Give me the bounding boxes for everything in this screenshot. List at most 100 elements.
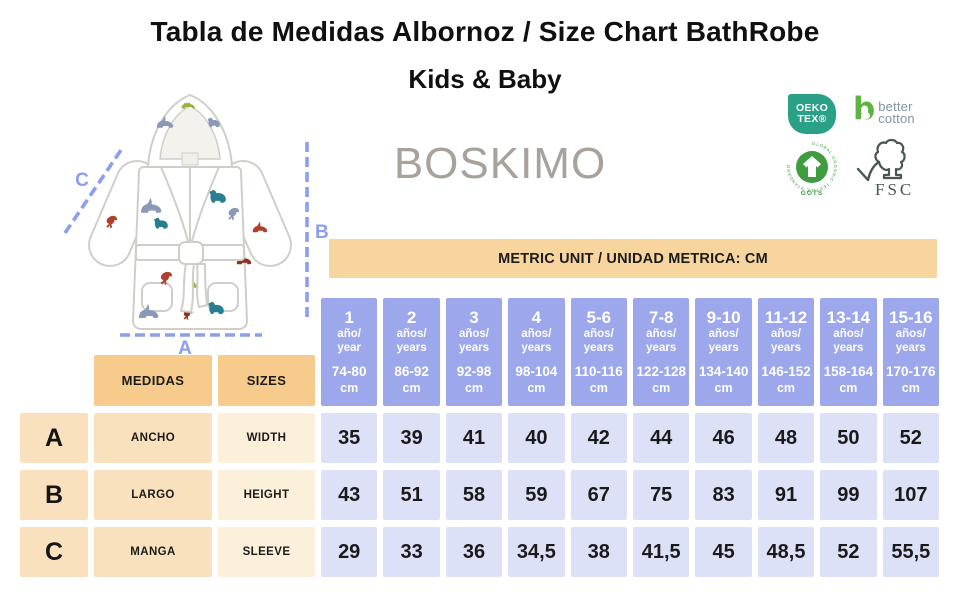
row-letter: C bbox=[20, 527, 88, 577]
size-range: 134-140 bbox=[698, 364, 749, 379]
size-range: 74-80 bbox=[331, 364, 367, 379]
value-cell: 52 bbox=[820, 527, 877, 577]
value-cell: 35 bbox=[321, 413, 378, 463]
row-letter: B bbox=[20, 470, 88, 520]
value-cell: 41 bbox=[445, 413, 503, 463]
page-title: Tabla de Medidas Albornoz / Size Chart B… bbox=[150, 16, 820, 47]
size-age: 13-14 bbox=[826, 308, 871, 327]
value-cell: 39 bbox=[383, 413, 440, 463]
size-unit-es: años/ bbox=[708, 328, 739, 340]
fsc-check-icon bbox=[856, 160, 881, 182]
row-letter: A bbox=[20, 413, 88, 463]
size-column-header: 7-8 años/years 122-128 cm bbox=[633, 298, 690, 406]
size-range: 122-128 bbox=[636, 364, 686, 379]
table-corner-spacer bbox=[20, 298, 88, 406]
size-age: 7-8 bbox=[648, 308, 674, 327]
value-cell: 43 bbox=[321, 470, 378, 520]
better-cotton-line2: cotton bbox=[878, 111, 915, 126]
page-subtitle: Kids & Baby bbox=[408, 64, 562, 94]
size-cm: cm bbox=[652, 381, 671, 395]
size-range: 158-164 bbox=[823, 364, 874, 379]
value-cell: 75 bbox=[633, 470, 690, 520]
fsc-tree-icon bbox=[874, 138, 906, 180]
size-cm: cm bbox=[527, 381, 546, 395]
value-cell: 67 bbox=[570, 470, 627, 520]
size-column-header: 4 años/years 98-104 cm bbox=[508, 298, 565, 406]
oeko-tex-logo: OEKO TEX® bbox=[788, 94, 836, 134]
gots-shirt-icon bbox=[803, 156, 821, 177]
bathrobe-svg: A B C bbox=[63, 94, 329, 359]
value-cell: 91 bbox=[757, 470, 815, 520]
size-age: 2 bbox=[406, 308, 417, 327]
size-range: 146-152 bbox=[761, 364, 811, 379]
size-unit-es: año/ bbox=[337, 328, 362, 340]
size-unit-en: years bbox=[521, 342, 552, 354]
size-range: 86-92 bbox=[394, 364, 429, 379]
size-unit-en: years bbox=[895, 342, 926, 354]
pocket-left bbox=[141, 282, 173, 312]
value-cell: 50 bbox=[820, 413, 877, 463]
label-b: B bbox=[315, 222, 329, 243]
oeko-tex-line1: OEKO bbox=[795, 102, 829, 114]
value-cell: 55,5 bbox=[882, 527, 939, 577]
better-cotton-b-icon: b bbox=[853, 91, 876, 127]
size-column-header: 11-12 años/years 146-152 cm bbox=[757, 298, 815, 406]
size-unit-en: years bbox=[833, 342, 864, 354]
size-age: 11-12 bbox=[764, 308, 808, 327]
size-range: 98-104 bbox=[515, 364, 558, 379]
size-cm: cm bbox=[402, 381, 421, 395]
value-cell: 48 bbox=[757, 413, 815, 463]
size-unit-es: años/ bbox=[646, 328, 677, 340]
value-cell: 38 bbox=[570, 527, 627, 577]
size-cm: cm bbox=[776, 381, 796, 395]
size-unit-en: years bbox=[458, 342, 490, 354]
value-cell: 48,5 bbox=[757, 527, 815, 577]
value-cell: 51 bbox=[383, 470, 440, 520]
sizes-header: SIZES bbox=[218, 355, 315, 406]
value-cell: 44 bbox=[633, 413, 690, 463]
robe-belt bbox=[135, 241, 245, 313]
size-age: 4 bbox=[531, 308, 542, 327]
fsc-svg: FSC bbox=[856, 138, 911, 199]
value-cell: 59 bbox=[508, 470, 565, 520]
size-unit-es: años/ bbox=[833, 328, 864, 340]
size-unit-en: years bbox=[646, 342, 677, 354]
size-unit-es: años/ bbox=[895, 328, 926, 340]
value-cell: 58 bbox=[445, 470, 503, 520]
size-age: 9-10 bbox=[706, 308, 741, 327]
size-range: 92-98 bbox=[456, 364, 492, 379]
size-range: 170-176 bbox=[886, 364, 936, 379]
size-age: 5-6 bbox=[586, 308, 612, 327]
brand-logo: BOSKIMO bbox=[393, 139, 607, 188]
size-age: 3 bbox=[469, 308, 479, 327]
measure-name-es: LARGO bbox=[94, 470, 212, 520]
size-column-header: 3 años/years 92-98 cm bbox=[445, 298, 503, 406]
size-unit-es: años/ bbox=[521, 328, 552, 340]
value-cell: 40 bbox=[508, 413, 565, 463]
size-column-header: 13-14 años/years 158-164 cm bbox=[820, 298, 877, 406]
value-cell: 46 bbox=[695, 413, 752, 463]
better-cotton-line1: better bbox=[878, 99, 913, 114]
size-unit-en: years bbox=[770, 342, 802, 354]
robe bbox=[88, 94, 292, 330]
measure-name-es: ANCHO bbox=[94, 413, 212, 463]
measure-name-es: MANGA bbox=[94, 527, 212, 577]
fsc-logo: FSC bbox=[851, 135, 911, 199]
size-cm: cm bbox=[464, 381, 484, 395]
value-cell: 42 bbox=[570, 413, 627, 463]
size-unit-es: años/ bbox=[770, 328, 802, 340]
size-column-header: 9-10 años/years 134-140 cm bbox=[695, 298, 752, 406]
value-cell: 34,5 bbox=[508, 527, 565, 577]
oeko-tex-line2: TEX® bbox=[797, 113, 827, 125]
size-cm: cm bbox=[589, 381, 608, 395]
value-cell: 83 bbox=[695, 470, 752, 520]
size-unit-es: años/ bbox=[396, 328, 427, 340]
measure-name-en: WIDTH bbox=[218, 413, 315, 463]
measure-name-en: HEIGHT bbox=[218, 470, 315, 520]
size-column-header: 15-16 años/years 170-176 cm bbox=[882, 298, 939, 406]
size-unit-en: years bbox=[708, 342, 739, 354]
label-c: C bbox=[75, 170, 89, 191]
value-cell: 52 bbox=[882, 413, 939, 463]
size-unit-en: years bbox=[583, 342, 614, 354]
